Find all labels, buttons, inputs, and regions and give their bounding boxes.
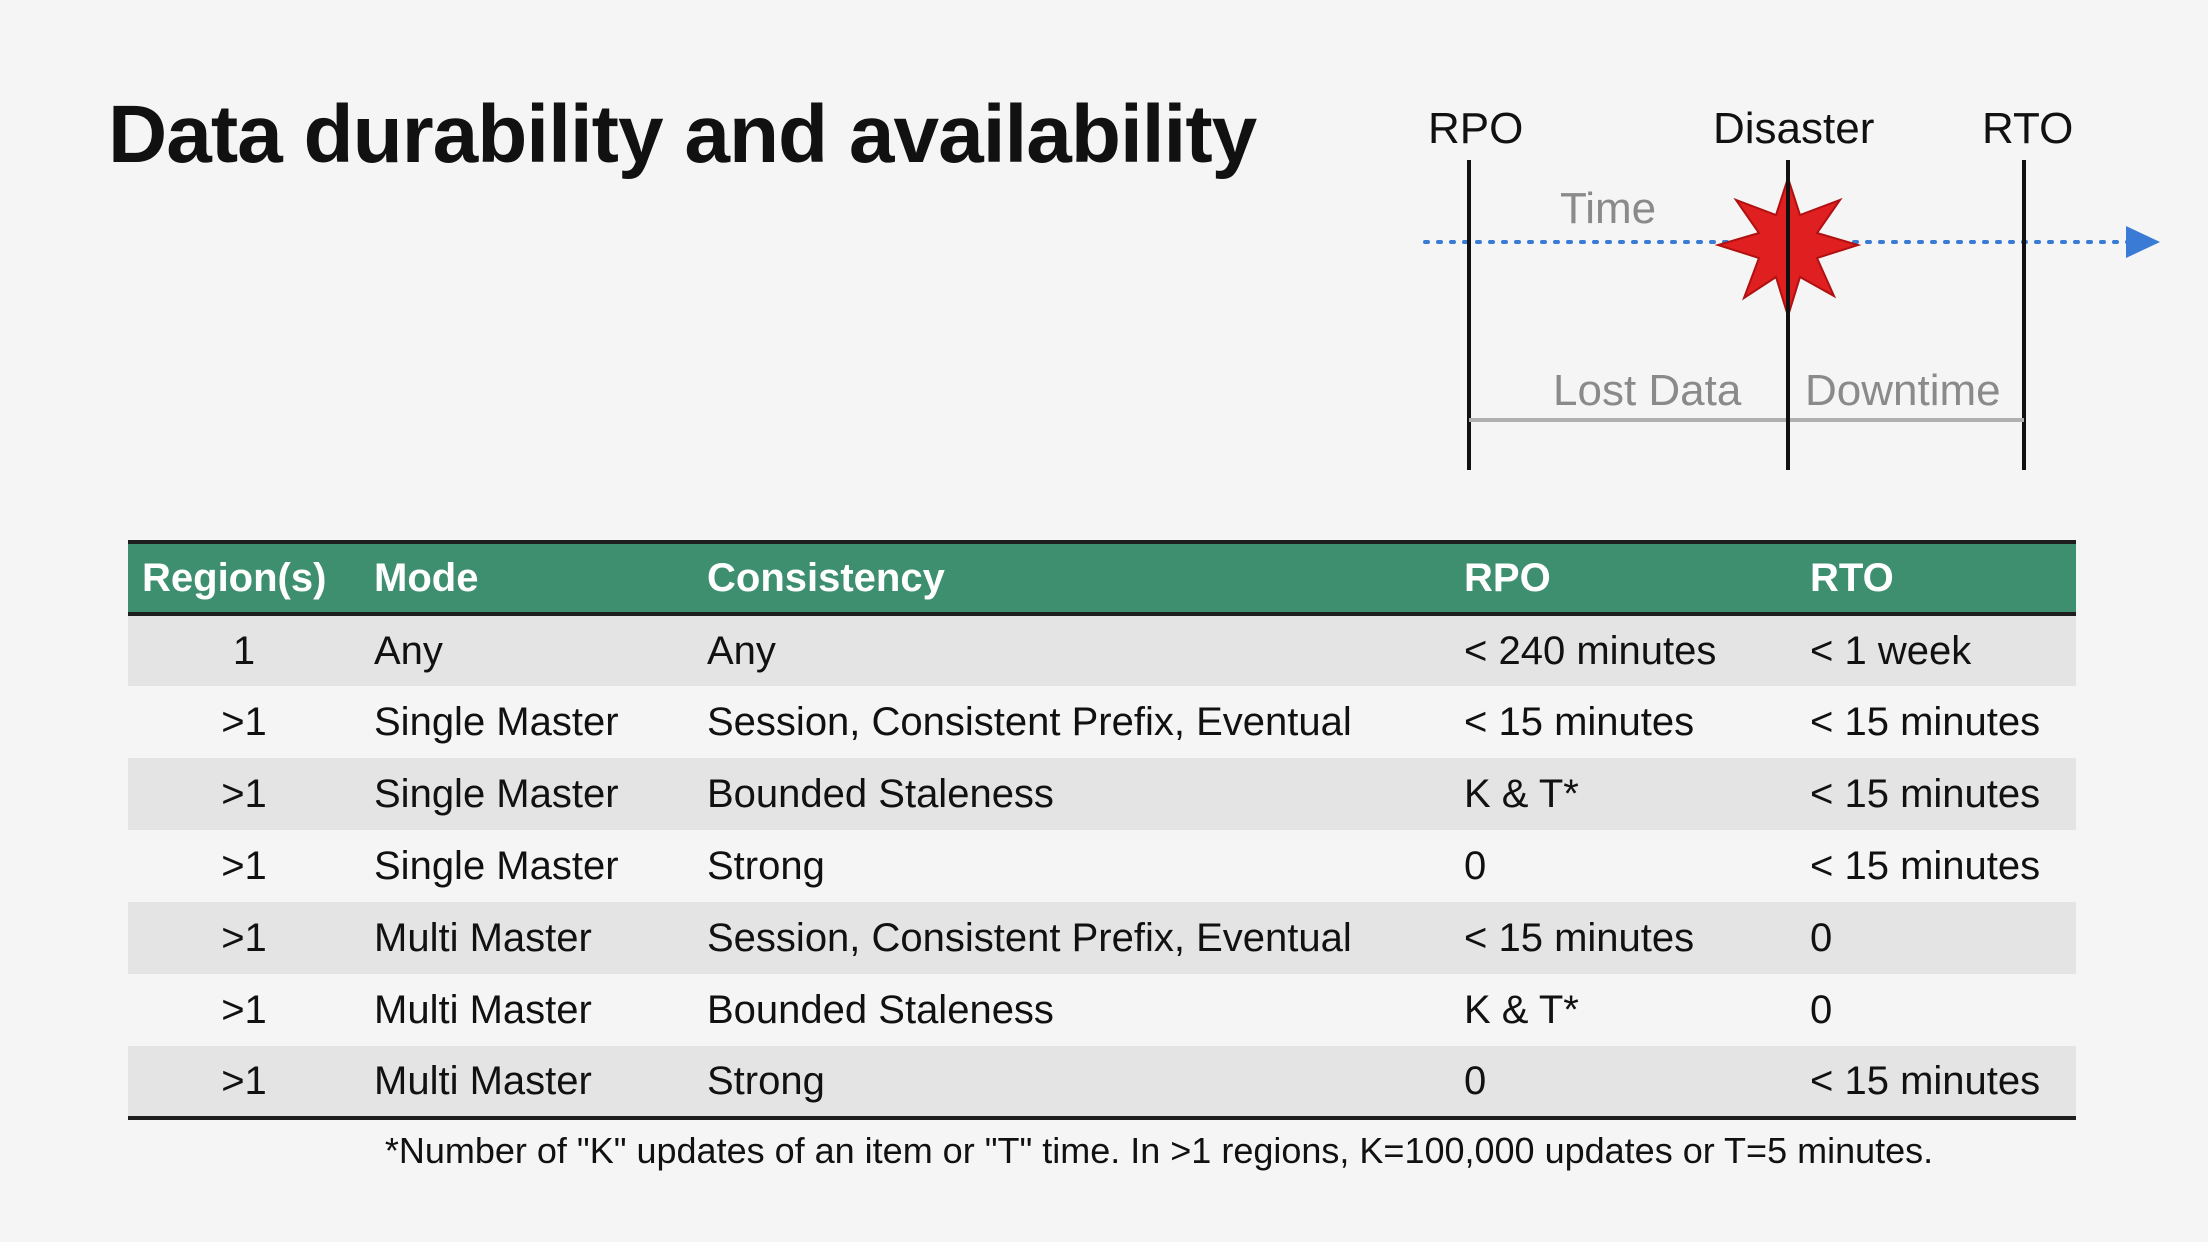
cell-rpo: < 15 minutes (1464, 915, 1695, 960)
cell-regions: >1 (221, 1058, 267, 1103)
table-header-row: Region(s) Mode Consistency RPO RTO (128, 542, 2076, 614)
cell-rto: 0 (1810, 987, 1833, 1032)
cell-rpo: K & T* (1464, 771, 1579, 816)
cell-mode: Multi Master (374, 1058, 592, 1103)
cell-regions: >1 (221, 699, 267, 744)
cell-rto: < 15 minutes (1810, 771, 2041, 816)
timeline-graphic (1423, 160, 2160, 470)
rpo-label: RPO (1428, 104, 1524, 153)
cell-rpo: < 240 minutes (1464, 628, 1717, 673)
cell-regions: >1 (221, 915, 267, 960)
header-rpo: RPO (1464, 555, 1551, 600)
cell-rpo: 0 (1464, 843, 1487, 888)
time-label: Time (1560, 184, 1657, 233)
table-row: >1 Single Master Bounded Staleness K & T… (128, 758, 2076, 830)
cell-regions: >1 (221, 987, 267, 1032)
cell-consistency: Bounded Staleness (707, 987, 1054, 1032)
header-consistency: Consistency (707, 555, 945, 600)
table-row: >1 Single Master Strong 0 < 15 minutes (128, 830, 2076, 902)
cell-mode: Multi Master (374, 987, 592, 1032)
cell-consistency: Any (707, 628, 776, 673)
cell-rto: < 15 minutes (1810, 699, 2041, 744)
cell-consistency: Session, Consistent Prefix, Eventual (707, 915, 1352, 960)
cell-consistency: Strong (707, 843, 825, 888)
table-row: >1 Multi Master Bounded Staleness K & T*… (128, 974, 2076, 1046)
cell-rto: < 15 minutes (1810, 843, 2041, 888)
header-rto: RTO (1810, 555, 1894, 600)
table-row: 1 Any Any < 240 minutes < 1 week (128, 614, 2076, 686)
cell-mode: Single Master (374, 843, 619, 888)
disaster-label: Disaster (1713, 104, 1875, 153)
cell-mode: Any (374, 628, 443, 673)
cell-regions: 1 (232, 628, 256, 673)
durability-table: Region(s) Mode Consistency RPO RTO 1 Any… (128, 540, 2076, 1120)
cell-rpo: 0 (1464, 1058, 1487, 1103)
cell-rpo: < 15 minutes (1464, 699, 1695, 744)
downtime-label: Downtime (1805, 366, 2001, 415)
header-mode: Mode (374, 555, 479, 600)
lost-data-label: Lost Data (1553, 366, 1742, 415)
page-title: Data durability and availability (108, 89, 1257, 180)
cell-mode: Multi Master (374, 915, 592, 960)
rto-label: RTO (1982, 104, 2074, 153)
cell-regions: >1 (221, 771, 267, 816)
cell-rto: < 1 week (1810, 628, 1972, 673)
table-row: >1 Single Master Session, Consistent Pre… (128, 686, 2076, 758)
rpo-rto-timeline-diagram: RPO Disaster RTO Time Lost Data Downtime (1400, 100, 2190, 480)
rpo-rto-table: Region(s) Mode Consistency RPO RTO 1 Any… (128, 540, 2076, 1120)
time-axis-arrowhead (2126, 226, 2160, 258)
cell-rto: < 15 minutes (1810, 1058, 2041, 1103)
header-regions: Region(s) (142, 555, 327, 600)
table-row: >1 Multi Master Session, Consistent Pref… (128, 902, 2076, 974)
footnote: *Number of "K" updates of an item or "T"… (384, 1130, 1934, 1171)
cell-mode: Single Master (374, 771, 619, 816)
cell-consistency: Strong (707, 1058, 825, 1103)
table-row: >1 Multi Master Strong 0 < 15 minutes (128, 1046, 2076, 1118)
cell-consistency: Bounded Staleness (707, 771, 1054, 816)
cell-regions: >1 (221, 843, 267, 888)
cell-consistency: Session, Consistent Prefix, Eventual (707, 699, 1352, 744)
cell-rpo: K & T* (1464, 987, 1579, 1032)
cell-rto: 0 (1810, 915, 1833, 960)
cell-mode: Single Master (374, 699, 619, 744)
